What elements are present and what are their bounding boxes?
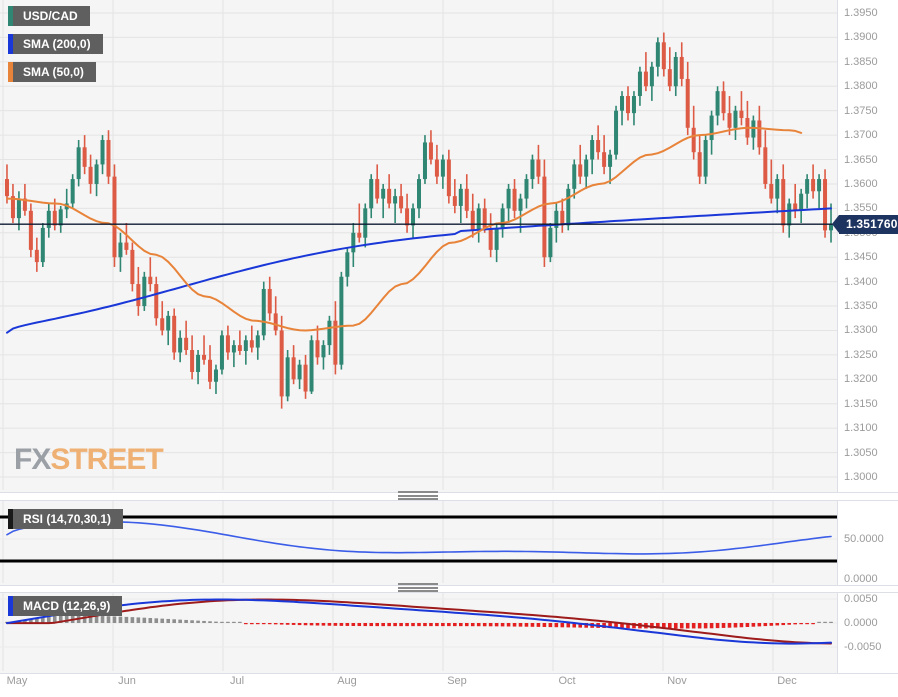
macd-tick: -0.0050 [844,641,882,653]
time-tick-jul: Jul [229,675,245,687]
watermark-street: STREET [50,443,163,476]
price-tick: 1.3650 [844,153,878,166]
legend-swatch-symbol [8,6,13,26]
price-tick: 1.3450 [844,251,878,264]
legend-label-rsi: RSI (14,70,30,1) [13,509,124,529]
time-tick-aug: Aug [337,675,357,687]
legend-label-symbol: USD/CAD [13,6,90,26]
price-tick: 1.3100 [844,422,878,435]
price-tick: 1.3600 [844,177,878,190]
time-tick-sep: Sep [447,675,467,687]
time-tick-oct: Oct [558,675,576,687]
legend-macd[interactable]: MACD (12,26,9) [8,596,123,616]
legend-symbol[interactable]: USD/CAD [8,6,90,26]
price-tick: 1.3350 [844,300,878,313]
price-tick: 1.3850 [844,55,878,68]
macd-axis: 0.0050 0.0000 -0.0050 [837,593,898,673]
price-badge-value: 1.351760 [839,214,898,234]
price-tick: 1.3950 [844,7,878,19]
price-tick: 1.3400 [844,275,878,288]
price-tick: 1.3300 [844,324,878,337]
price-tick: 1.3750 [844,104,878,117]
price-tick: 1.3550 [844,202,878,215]
price-axis: 1.3950 1.3900 1.3850 1.3800 1.3750 1.3700 1.36… [837,0,898,492]
macd-tick: 0.0000 [844,617,878,629]
time-axis: May Jun Jul Aug Sep Oct Nov Dec [0,672,838,697]
time-tick-nov: Nov [667,675,687,687]
price-plot-area[interactable] [0,0,838,492]
rsi-panel: 50.0000 0.0000 [0,500,898,586]
time-tick-may: May [6,675,28,687]
watermark-fx: FX [14,443,51,476]
legend-swatch-rsi [8,509,13,529]
macd-tick: 0.0050 [844,593,878,605]
fxstreet-watermark: FXSTREET [14,443,164,477]
macd-panel: 0.0050 0.0000 -0.0050 [0,592,898,674]
price-tick: 1.3700 [844,129,878,142]
price-tick: 1.3250 [844,348,878,361]
macd-plot-area[interactable] [0,593,838,673]
current-price-badge: 1.351760 [832,214,898,234]
legend-swatch-macd [8,596,13,616]
legend-swatch-sma50 [8,62,13,82]
price-tick: 1.3050 [844,446,878,459]
time-tick-jun: Jun [118,675,136,687]
legend-label-sma50: SMA (50,0) [13,62,96,82]
rsi-axis: 50.0000 0.0000 [837,501,898,585]
price-badge-arrow-icon [832,215,839,234]
price-tick: 1.3000 [844,471,878,483]
legend-sma200[interactable]: SMA (200,0) [8,34,103,54]
price-tick: 1.3200 [844,373,878,386]
panel-resize-grip-macd[interactable] [398,583,438,592]
panel-resize-grip-rsi[interactable] [398,491,438,500]
rsi-tick: 50.0000 [844,533,884,545]
legend-label-macd: MACD (12,26,9) [13,596,123,616]
price-tick: 1.3900 [844,31,878,44]
legend-sma50[interactable]: SMA (50,0) [8,62,96,82]
legend-label-sma200: SMA (200,0) [13,34,103,54]
time-tick-dec: Dec [777,675,797,687]
rsi-tick: 0.0000 [844,573,878,585]
legend-rsi[interactable]: RSI (14,70,30,1) [8,509,124,529]
price-tick: 1.3150 [844,397,878,410]
price-panel: 1.3950 1.3900 1.3850 1.3800 1.3750 1.3700 1.36… [0,0,898,493]
price-tick: 1.3800 [844,80,878,93]
legend-swatch-sma200 [8,34,13,54]
rsi-plot-area[interactable] [0,501,838,585]
